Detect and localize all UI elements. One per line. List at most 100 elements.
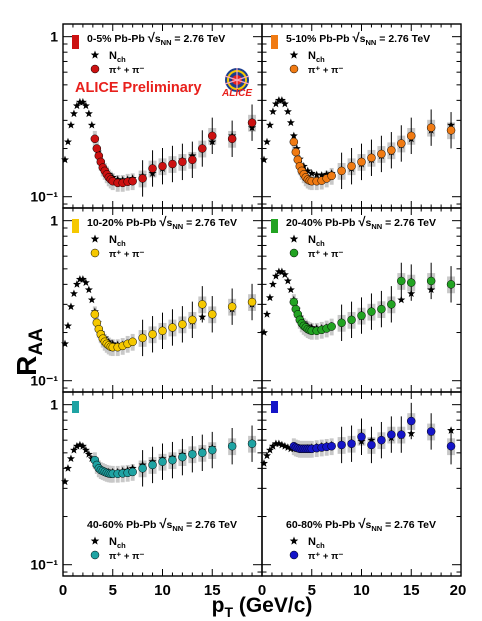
nch-star	[61, 155, 69, 164]
nch-star	[286, 285, 295, 294]
pion-point	[148, 460, 157, 470]
nch-star	[87, 295, 96, 304]
nch-star	[81, 278, 90, 287]
sqrt-s: s	[360, 33, 366, 45]
legend-nch: Nch	[109, 234, 126, 248]
nch-star	[260, 459, 268, 467]
pion-point	[188, 315, 197, 325]
pion-point	[291, 147, 301, 157]
pion-point	[128, 176, 137, 186]
pion-point	[168, 455, 177, 465]
nch-star	[78, 442, 87, 450]
panel-title: 20-40% Pb-Pb √sNN = 2.76 TeV	[286, 214, 436, 231]
sqrt-s: s	[167, 519, 173, 531]
pion-point	[377, 435, 386, 445]
nch-star	[277, 96, 286, 104]
panel-title: 60-80% Pb-Pb √sNN = 2.76 TeV	[286, 516, 436, 533]
nch-star	[274, 439, 283, 448]
x-tick-label: 15	[204, 582, 221, 599]
legend-star-marker	[289, 50, 299, 59]
nch-star	[260, 328, 268, 336]
x-tick-label: 5	[109, 582, 117, 599]
pion-point	[128, 337, 137, 347]
pion-point	[426, 427, 436, 436]
nch-star	[274, 267, 283, 276]
sqrt-symbol: √	[148, 30, 156, 45]
nch-star	[63, 321, 72, 330]
nch-star	[66, 454, 75, 463]
pion-point	[178, 157, 187, 167]
pion-point	[337, 440, 346, 450]
sqrt-symbol: √	[358, 516, 366, 531]
sqrt-s-sub: NN	[172, 222, 183, 231]
preliminary-label: ALICE Preliminary	[75, 80, 202, 96]
pion-point	[347, 315, 356, 325]
x-tick-label: 0	[59, 582, 67, 599]
legend-pion: π⁺ + π⁻	[308, 551, 343, 562]
legend-pion: π⁺ + π⁻	[308, 65, 343, 76]
centrality-label: 20-40% Pb-Pb	[286, 217, 358, 229]
pion-point	[357, 432, 366, 442]
nch-star	[303, 166, 312, 175]
pion-point	[227, 134, 237, 144]
nch-star	[271, 439, 280, 448]
sqrt-symbol: √	[358, 214, 366, 229]
x-tick-label: 20	[450, 582, 467, 599]
centrality-label: 0-5% Pb-Pb	[87, 33, 148, 45]
nch-star	[274, 96, 283, 104]
legend-circle-marker	[90, 64, 100, 74]
sqrt-symbol: √	[353, 30, 361, 45]
nch-star	[277, 267, 286, 276]
pion-point	[158, 326, 167, 336]
nch-star	[265, 120, 274, 129]
nch-star	[447, 120, 456, 129]
nch-star	[283, 107, 292, 116]
pion-point	[397, 430, 406, 439]
pion-point	[208, 445, 217, 455]
alice-logo-text: ALICE	[221, 88, 252, 99]
pion-point	[357, 311, 366, 320]
nch-star	[262, 451, 271, 460]
legend-pion: π⁺ + π⁻	[109, 65, 144, 76]
pion-point	[397, 139, 406, 148]
nch-star	[75, 275, 84, 283]
nch-star	[307, 169, 316, 177]
pion-point	[188, 155, 197, 165]
legend-nch: Nch	[109, 536, 126, 550]
y-axis-title: RAA	[11, 328, 47, 376]
sqrt-symbol: √	[159, 516, 167, 531]
nch-star	[262, 137, 271, 146]
pion-point	[90, 310, 100, 319]
panel-title: 40-60% Pb-Pb √sNN = 2.76 TeV	[87, 516, 237, 533]
sqrt-symbol: √	[159, 214, 167, 229]
nch-star	[63, 137, 72, 146]
x-axis-title-sub: T	[224, 604, 233, 620]
y-tick-label: 1	[50, 213, 58, 229]
centrality-label: 60-80% Pb-Pb	[286, 519, 358, 531]
nch-star	[87, 120, 96, 129]
panel-bottom-right: 0 5 10 15 20 60-80% Pb-Pb √sNN = 2.76 TeV Nchπ…	[258, 391, 467, 599]
pion-point	[247, 297, 257, 307]
pion-point	[289, 297, 299, 307]
pion-point	[148, 164, 157, 173]
centrality-label: 5-10% Pb-Pb	[286, 33, 353, 45]
pion-point	[397, 276, 406, 286]
nch-star	[271, 99, 280, 108]
energy-label: = 2.76 TeV	[183, 217, 237, 229]
legend-nch: Nch	[308, 50, 325, 64]
pion-point	[407, 416, 416, 426]
x-axis-title: pT (GeV/c)	[212, 594, 313, 620]
pion-point	[198, 300, 207, 309]
nch-star	[81, 101, 90, 110]
centrality-color-swatch	[271, 35, 278, 49]
nch-star	[367, 435, 376, 444]
legend-circle-marker	[90, 248, 100, 258]
pion-point	[347, 439, 356, 448]
pion-point	[387, 430, 396, 439]
pion-point	[387, 300, 396, 309]
legend-circle-marker	[289, 248, 299, 258]
pion-point	[367, 307, 376, 316]
pion-point	[446, 126, 456, 135]
